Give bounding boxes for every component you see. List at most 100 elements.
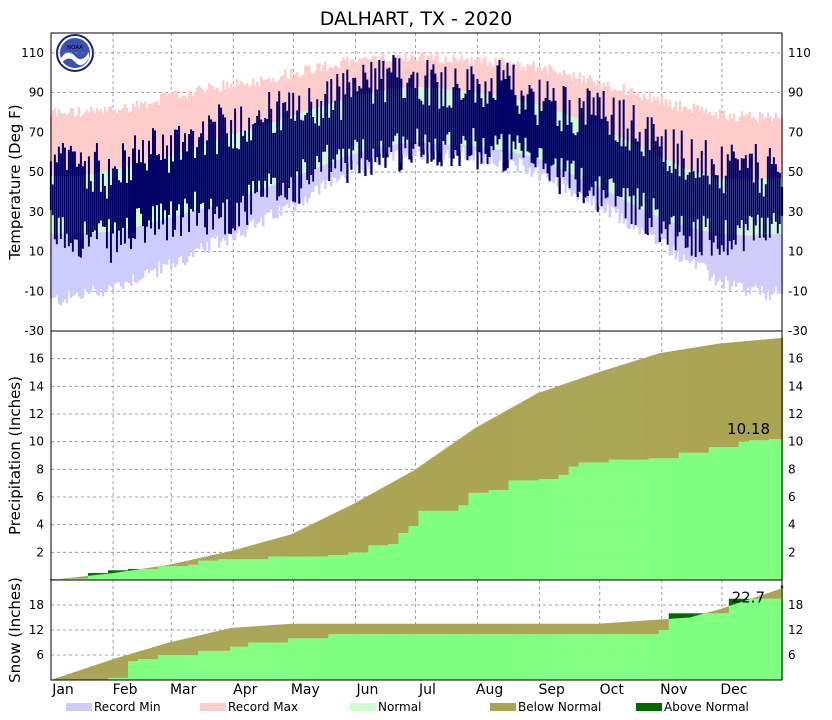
precipitation-observed-bar [750,440,754,580]
observed-temp-bar [702,175,706,216]
precipitation-below-normal-bar [724,342,728,448]
y-tick-label-right: 6 [788,490,796,504]
observed-temp-bar [500,80,503,134]
precipitation-observed-bar [398,532,401,580]
precipitation-observed-bar [97,574,101,580]
precipitation-observed-bar [616,459,619,580]
snow-below-normal-bar [446,623,449,635]
snow-below-normal-bar [754,597,758,599]
snow-observed-bar [340,634,343,680]
precipitation-observed-bar [634,459,637,580]
observed-temp-bar [146,170,149,227]
precipitation-observed-bar [336,555,339,580]
observed-temp-bar [312,116,315,182]
observed-temp-bar [224,117,227,235]
precipitation-observed-bar [748,440,752,580]
precipitation-observed-bar [488,490,491,580]
snow-observed-bar [670,618,673,680]
observed-temp-bar [532,91,535,164]
snow-below-normal-bar [504,623,507,635]
snow-observed-bar [474,634,477,680]
precipitation-observed-bar [316,556,319,580]
snow-below-normal-bar [180,639,183,655]
observed-temp-bar [340,119,343,172]
observed-temp-bar [644,128,647,234]
precipitation-below-normal-bar [398,478,401,533]
snow-observed-bar [732,604,736,680]
precipitation-observed-bar [622,459,625,580]
observed-temp-bar [99,191,103,221]
snow-above-normal-bar [744,598,748,601]
precipitation-below-normal-bar [178,562,181,567]
precipitation-below-normal-bar [260,542,263,560]
observed-temp-bar [538,79,541,148]
observed-temp-bar [278,91,281,197]
precipitation-below-normal-bar [322,518,325,557]
precipitation-observed-bar [125,571,129,580]
observed-temp-bar [240,106,243,203]
snow-observed-bar [123,677,127,680]
snow-below-normal-bar [188,637,191,655]
snow-below-normal-bar [384,623,387,635]
snow-below-normal-bar [420,623,423,635]
precipitation-observed-bar [250,559,253,580]
observed-temp-bar [418,98,421,147]
snow-below-normal-bar [388,623,391,635]
snow-below-normal-bar [200,634,203,651]
snow-observed-bar [302,638,305,680]
snow-below-normal-bar [586,623,589,635]
snow-below-normal-bar [554,623,557,635]
precipitation-below-normal-bar [184,561,187,567]
precipitation-observed-bar [626,459,629,580]
snow-observed-bar [152,659,155,680]
precipitation-observed-bar [142,568,145,580]
precipitation-observed-bar [668,458,671,580]
precipitation-observed-bar [348,552,351,580]
snow-above-normal-bar [676,613,679,619]
observed-temp-bar [160,159,163,204]
snow-below-normal-bar [204,634,207,651]
precipitation-below-normal-bar [280,537,283,557]
precipitation-below-normal-bar [362,498,365,553]
snow-below-normal-bar [216,631,219,651]
observed-temp-bar [148,140,151,221]
snow-below-normal-bar [160,644,163,655]
precipitation-below-normal-bar [620,365,623,460]
snow-below-normal-bar [196,635,199,655]
snow-below-normal-bar [264,625,267,643]
precipitation-observed-bar [760,440,764,580]
precipitation-below-normal-bar [61,578,65,580]
precipitation-observed-bar [131,570,135,580]
precipitation-observed-bar [680,452,683,580]
snow-observed-bar [182,655,185,680]
observed-temp-bar [632,105,635,196]
snow-below-normal-bar [572,623,575,635]
precipitation-below-normal-bar [502,412,505,491]
observed-temp-bar [270,108,273,184]
y-tick-label: 8 [36,462,44,476]
precipitation-below-normal-bar [456,440,459,511]
observed-temp-bar [206,140,209,235]
snow-below-normal-bar [490,623,493,635]
precipitation-below-normal-bar [318,520,321,557]
precipitation-below-normal-bar [204,556,207,561]
precipitation-below-normal-bar [486,421,489,493]
snow-below-normal-bar [364,623,367,635]
snow-observed-bar [504,634,507,680]
precipitation-below-normal-bar [464,434,467,506]
snow-observed-bar [490,634,493,680]
observed-temp-bar [254,122,257,194]
snow-below-normal-bar [69,673,73,680]
observed-temp-bar [752,182,756,241]
precipitation-below-normal-bar [338,510,341,556]
snow-below-normal-bar [648,620,651,635]
precipitation-observed-bar [604,462,607,580]
snow-observed-bar [606,634,609,680]
snow-below-normal-bar [85,667,89,680]
snow-below-normal-bar [354,623,357,635]
observed-temp-bar [75,166,79,240]
observed-temp-bar [164,158,167,211]
snow-observed-bar [578,634,581,680]
precipitation-below-normal-bar [454,441,457,511]
observed-temp-bar [648,150,651,219]
